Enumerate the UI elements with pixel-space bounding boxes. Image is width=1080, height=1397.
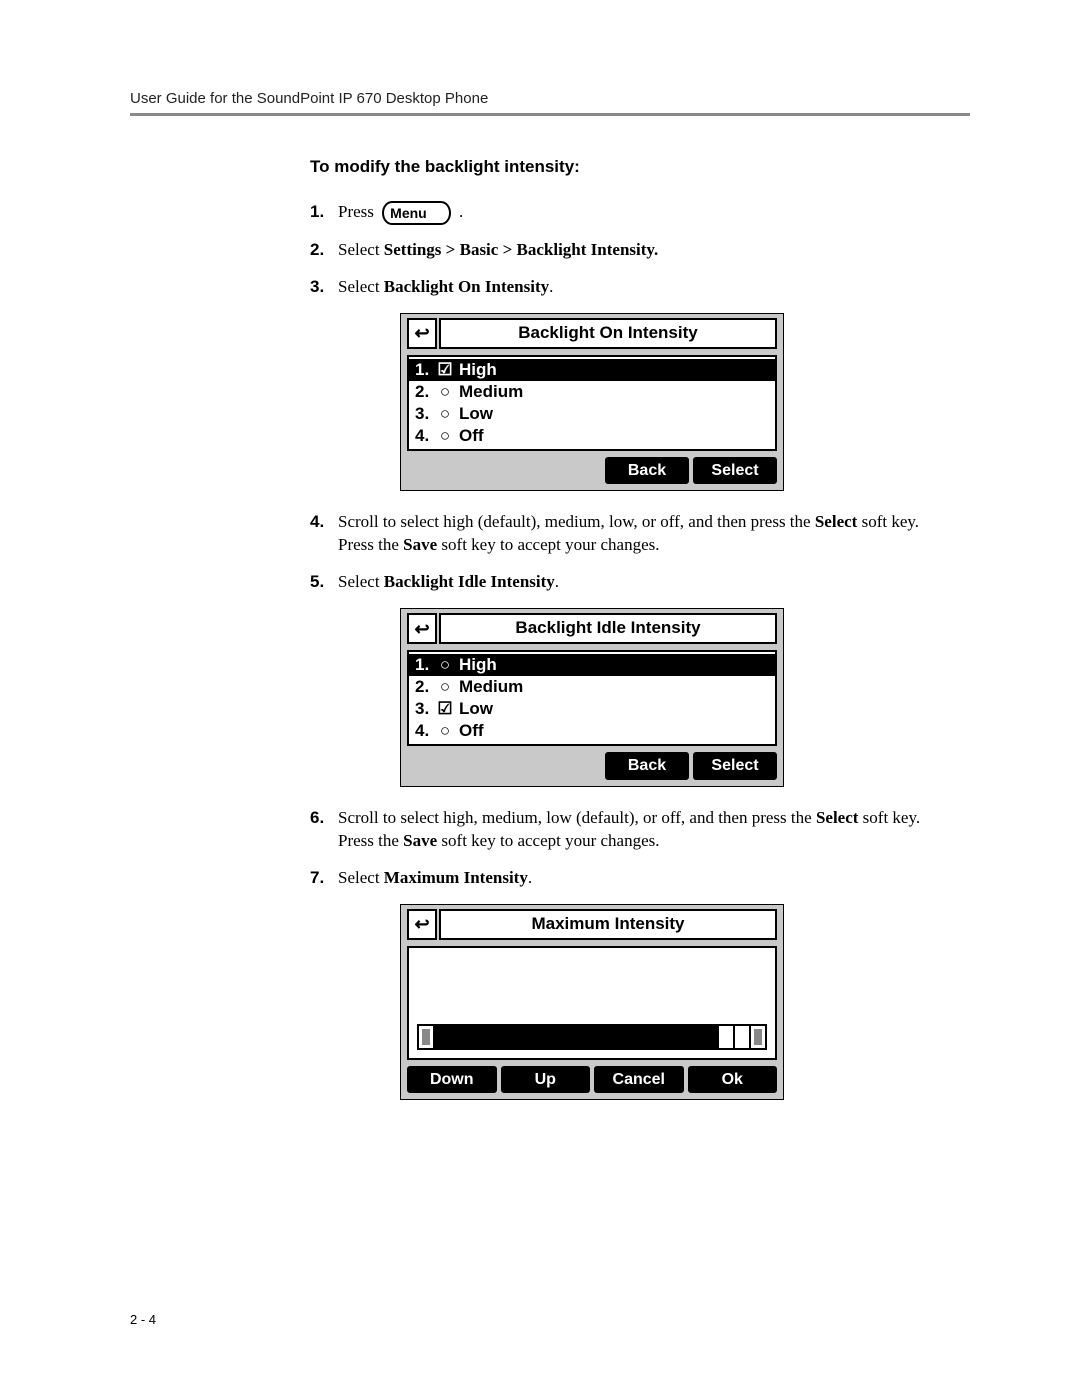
step-body: Select Backlight Idle Intensity. <box>338 571 950 594</box>
step-number: 6. <box>310 807 338 853</box>
step-number: 7. <box>310 867 338 890</box>
softkey-cancel[interactable]: Cancel <box>594 1066 684 1094</box>
lcd-option-row[interactable]: 2.○Medium <box>409 381 775 403</box>
radio-icon: ○ <box>435 720 455 742</box>
slider-segment-filled <box>704 1026 720 1048</box>
slider-segment-filled <box>688 1026 704 1048</box>
step-body: Select Maximum Intensity. <box>338 867 950 890</box>
lcd-option-row[interactable]: 1.☑High <box>409 359 775 381</box>
lcd-list: 1.☑High2.○Medium3.○Low4.○Off <box>407 355 777 451</box>
option-label: High <box>455 359 769 381</box>
slider-segment-filled <box>435 1026 451 1048</box>
step-number: 4. <box>310 511 338 557</box>
slider-segment-filled <box>482 1026 498 1048</box>
step-body: Scroll to select high (default), medium,… <box>338 511 950 557</box>
slider-handle-icon <box>751 1026 765 1048</box>
lcd-option-row[interactable]: 4.○Off <box>409 720 775 742</box>
radio-icon: ○ <box>435 654 455 676</box>
intensity-slider[interactable] <box>417 1024 767 1050</box>
step-number: 3. <box>310 276 338 299</box>
lcd-option-row[interactable]: 3.☑Low <box>409 698 775 720</box>
option-label: Off <box>455 425 769 447</box>
softkey-up[interactable]: Up <box>501 1066 591 1094</box>
option-label: Medium <box>455 381 769 403</box>
option-index: 4. <box>415 720 435 742</box>
option-index: 1. <box>415 654 435 676</box>
slider-segment-filled <box>530 1026 546 1048</box>
back-arrow-icon[interactable]: ↩ <box>407 909 437 940</box>
section-title: To modify the backlight intensity: <box>310 156 950 179</box>
option-index: 4. <box>415 425 435 447</box>
slider-handle-icon <box>419 1026 435 1048</box>
lcd-option-row[interactable]: 4.○Off <box>409 425 775 447</box>
option-index: 2. <box>415 381 435 403</box>
slider-segment-filled <box>577 1026 593 1048</box>
lcd-title: Backlight On Intensity <box>439 318 777 349</box>
lcd-slider-area <box>407 946 777 1060</box>
slider-segment-filled <box>451 1026 467 1048</box>
step-body: Select Settings > Basic > Backlight Inte… <box>338 239 950 262</box>
slider-segment-filled <box>514 1026 530 1048</box>
slider-segment-filled <box>546 1026 562 1048</box>
menu-key[interactable]: Menu <box>382 201 451 225</box>
step-number: 5. <box>310 571 338 594</box>
option-label: High <box>455 654 769 676</box>
slider-segment-empty <box>735 1026 751 1048</box>
slider-segment-empty <box>719 1026 735 1048</box>
option-index: 2. <box>415 676 435 698</box>
step-body: Select Backlight On Intensity. <box>338 276 950 299</box>
lcd-title: Backlight Idle Intensity <box>439 613 777 644</box>
radio-icon: ○ <box>435 676 455 698</box>
slider-segment-filled <box>609 1026 625 1048</box>
option-label: Off <box>455 720 769 742</box>
softkey-back[interactable]: Back <box>605 457 689 485</box>
back-arrow-icon[interactable]: ↩ <box>407 318 437 349</box>
option-label: Low <box>455 403 769 425</box>
option-label: Medium <box>455 676 769 698</box>
lcd-option-row[interactable]: 1.○High <box>409 654 775 676</box>
checked-icon: ☑ <box>435 698 455 720</box>
slider-segment-filled <box>656 1026 672 1048</box>
slider-segment-filled <box>498 1026 514 1048</box>
softkey-ok[interactable]: Ok <box>688 1066 778 1094</box>
slider-segment-filled <box>672 1026 688 1048</box>
option-index: 3. <box>415 698 435 720</box>
radio-icon: ○ <box>435 381 455 403</box>
softkey-select[interactable]: Select <box>693 752 777 780</box>
lcd-option-row[interactable]: 3.○Low <box>409 403 775 425</box>
option-index: 3. <box>415 403 435 425</box>
step-number: 1. <box>310 201 338 225</box>
lcd-title: Maximum Intensity <box>439 909 777 940</box>
step-body: Scroll to select high, medium, low (defa… <box>338 807 950 853</box>
lcd-screen-backlight-on: ↩ Backlight On Intensity 1.☑High2.○Mediu… <box>400 313 784 492</box>
lcd-screen-max-intensity: ↩ Maximum Intensity DownUpCancelOk <box>400 904 784 1101</box>
option-index: 1. <box>415 359 435 381</box>
lcd-screen-backlight-idle: ↩ Backlight Idle Intensity 1.○High2.○Med… <box>400 608 784 787</box>
header-rule <box>130 113 970 116</box>
slider-segment-filled <box>625 1026 641 1048</box>
back-arrow-icon[interactable]: ↩ <box>407 613 437 644</box>
radio-icon: ○ <box>435 425 455 447</box>
softkey-down[interactable]: Down <box>407 1066 497 1094</box>
page-number: 2 - 4 <box>130 1312 156 1327</box>
step-body: Press Menu . <box>338 201 950 225</box>
step-number: 2. <box>310 239 338 262</box>
softkey-back[interactable]: Back <box>605 752 689 780</box>
lcd-list: 1.○High2.○Medium3.☑Low4.○Off <box>407 650 777 746</box>
slider-segment-filled <box>593 1026 609 1048</box>
softkey-select[interactable]: Select <box>693 457 777 485</box>
slider-segment-filled <box>561 1026 577 1048</box>
radio-icon: ○ <box>435 403 455 425</box>
lcd-option-row[interactable]: 2.○Medium <box>409 676 775 698</box>
page-header: User Guide for the SoundPoint IP 670 Des… <box>130 90 970 107</box>
slider-segment-filled <box>466 1026 482 1048</box>
slider-segment-filled <box>640 1026 656 1048</box>
option-label: Low <box>455 698 769 720</box>
checked-icon: ☑ <box>435 359 455 381</box>
